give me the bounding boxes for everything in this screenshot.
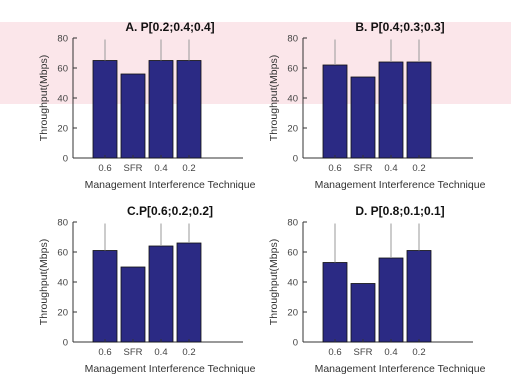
y-tick-label: 60 — [287, 248, 298, 259]
x-tick-label: 0.4 — [384, 163, 397, 174]
chart-title: A. P[0.2;0.4;0.4] — [125, 20, 214, 34]
x-tick-label: SFR — [124, 163, 143, 174]
y-tick-label: 60 — [287, 64, 298, 75]
y-tick-label: 80 — [287, 34, 298, 45]
y-axis-label: Throughput(Mbps) — [38, 239, 50, 325]
y-tick-label: 40 — [57, 278, 68, 289]
x-tick-label: 0.2 — [412, 347, 425, 358]
bar — [378, 61, 404, 159]
chart-title: C.P[0.6;0.2;0.2] — [127, 204, 213, 218]
x-axis-label: Management Interference Technique — [85, 363, 256, 375]
bar — [406, 61, 432, 159]
y-axis-label: Throughput(Mbps) — [38, 55, 50, 141]
bar — [176, 242, 202, 343]
y-tick-label: 40 — [287, 94, 298, 105]
x-axis-label: Management Interference Technique — [315, 363, 486, 375]
x-tick-label: SFR — [354, 347, 373, 358]
chart-panel-4: 0 20 40 60 80 0.6 SFR 0.4 0.2 D. P[0.8;0.1;0.1] Ma… — [268, 204, 486, 375]
bar — [350, 283, 376, 343]
y-tick-label: 20 — [287, 124, 298, 135]
y-tick-label: 20 — [57, 124, 68, 135]
bar — [92, 60, 118, 159]
y-tick-label: 80 — [57, 34, 68, 45]
x-tick-label: SFR — [354, 163, 373, 174]
bar — [120, 73, 146, 159]
y-axis-label: Throughput(Mbps) — [268, 239, 280, 325]
bar — [148, 60, 174, 159]
y-tick-label: 40 — [287, 278, 298, 289]
y-tick-label: 20 — [287, 308, 298, 319]
bar — [322, 262, 348, 343]
bar — [176, 60, 202, 159]
bar — [406, 250, 432, 343]
bar — [350, 76, 376, 159]
y-tick-label: 0 — [63, 338, 68, 349]
x-tick-label: 0.2 — [182, 347, 195, 358]
y-tick-label: 40 — [57, 94, 68, 105]
y-tick-label: 0 — [293, 154, 298, 165]
x-tick-label: 0.2 — [182, 163, 195, 174]
chart-panel-1: 0 20 40 60 80 0.6 SFR 0.4 0.2 A. P[0.2;0.4;0.4] Ma… — [38, 20, 256, 191]
bar — [378, 257, 404, 343]
x-tick-label: 0.4 — [154, 347, 167, 358]
x-tick-label: 0.4 — [384, 347, 397, 358]
bar — [322, 64, 348, 159]
x-axis-label: Management Interference Technique — [315, 179, 486, 191]
chart-title: D. P[0.8;0.1;0.1] — [355, 204, 444, 218]
y-axis-label: Throughput(Mbps) — [268, 55, 280, 141]
x-tick-label: 0.6 — [98, 163, 111, 174]
chart-panel-3: 0 20 40 60 80 0.6 SFR 0.4 0.2 C.P[0.6;0.2;0.2] Man… — [38, 204, 256, 375]
bar — [92, 250, 118, 343]
x-axis-label: Management Interference Technique — [85, 179, 256, 191]
y-tick-label: 20 — [57, 308, 68, 319]
bar — [120, 266, 146, 343]
y-tick-label: 60 — [57, 248, 68, 259]
bar — [148, 245, 174, 343]
y-tick-label: 0 — [63, 154, 68, 165]
y-tick-label: 80 — [287, 218, 298, 229]
x-tick-label: 0.2 — [412, 163, 425, 174]
x-tick-label: 0.6 — [328, 347, 341, 358]
x-tick-label: 0.6 — [328, 163, 341, 174]
x-tick-label: SFR — [124, 347, 143, 358]
y-tick-label: 0 — [293, 338, 298, 349]
chart-panel-2: 0 20 40 60 80 0.6 SFR 0.4 0.2 B. P[0.4;0.3;0.3] Ma… — [268, 20, 486, 191]
y-tick-label: 60 — [57, 64, 68, 75]
x-tick-label: 0.6 — [98, 347, 111, 358]
y-tick-label: 80 — [57, 218, 68, 229]
chart-title: B. P[0.4;0.3;0.3] — [355, 20, 444, 34]
x-tick-label: 0.4 — [154, 163, 167, 174]
